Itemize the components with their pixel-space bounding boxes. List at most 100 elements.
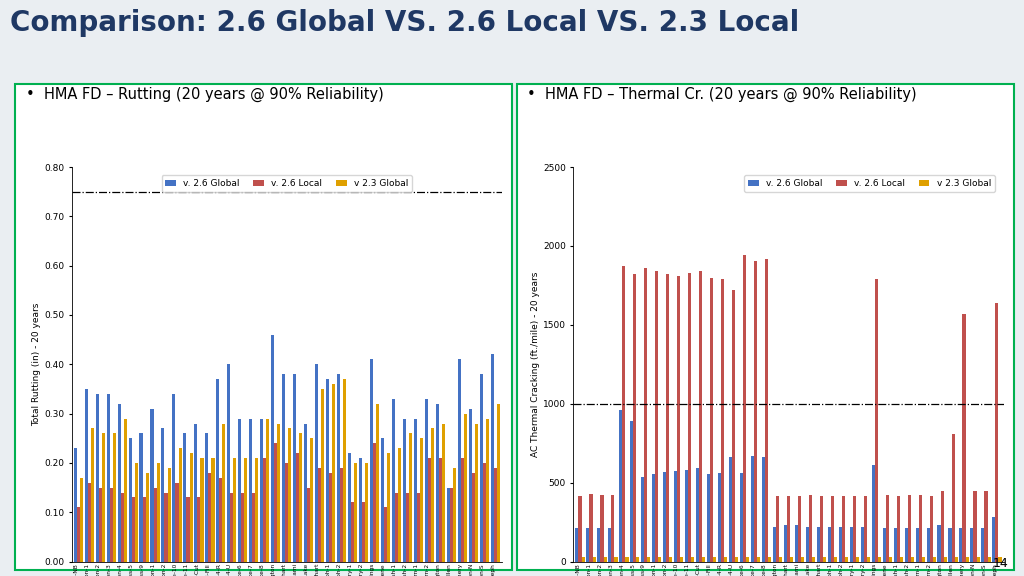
Bar (260, 419, 263, 562)
Bar (897, 496, 900, 562)
Bar (329, 473, 332, 562)
Bar (479, 374, 482, 562)
Bar (98, 488, 101, 562)
Bar (883, 528, 886, 562)
Bar (358, 458, 361, 562)
Bar (431, 429, 434, 562)
Bar (878, 557, 881, 562)
Bar (186, 498, 189, 562)
Bar (442, 423, 444, 562)
Bar (951, 434, 954, 562)
Bar (118, 404, 121, 562)
Bar (966, 557, 969, 562)
Bar (242, 492, 245, 562)
Bar (406, 492, 409, 562)
Bar (922, 557, 925, 562)
Bar (863, 496, 866, 562)
Text: 14: 14 (993, 557, 1009, 570)
Bar (230, 492, 233, 562)
Bar (263, 458, 266, 562)
Bar (453, 468, 456, 562)
Bar (222, 423, 225, 562)
Bar (919, 495, 922, 562)
Bar (587, 528, 590, 562)
Bar (458, 359, 461, 562)
Bar (80, 478, 83, 562)
Bar (633, 274, 637, 562)
Bar (856, 557, 859, 562)
Bar (853, 496, 856, 562)
Bar (944, 557, 946, 562)
Bar (135, 463, 137, 562)
Bar (696, 468, 699, 562)
Bar (620, 410, 623, 562)
Bar (370, 359, 373, 562)
Bar (425, 399, 428, 562)
Bar (438, 458, 442, 562)
Bar (977, 557, 980, 562)
Bar (691, 557, 694, 562)
Bar (211, 458, 214, 562)
Bar (889, 557, 892, 562)
Bar (590, 494, 593, 562)
Bar (417, 492, 420, 562)
Bar (707, 474, 711, 562)
Bar (113, 433, 116, 562)
Bar (762, 457, 765, 562)
Bar (631, 421, 633, 562)
Bar (674, 471, 677, 562)
Bar (779, 557, 782, 562)
Bar (165, 492, 168, 562)
Text: Comparison: 2.6 Global VS. 2.6 Local VS. 2.3 Local: Comparison: 2.6 Global VS. 2.6 Local VS.… (10, 9, 800, 37)
Bar (435, 404, 438, 562)
Bar (655, 271, 658, 562)
Bar (641, 477, 644, 562)
Bar (930, 496, 933, 562)
Bar (963, 314, 966, 562)
Bar (304, 423, 307, 562)
Bar (611, 495, 614, 562)
Bar (461, 458, 464, 562)
Bar (754, 261, 757, 562)
Bar (839, 527, 842, 562)
Text: •  HMA FD – Thermal Cr. (20 years @ 90% Reliability): • HMA FD – Thermal Cr. (20 years @ 90% R… (527, 86, 916, 101)
Bar (293, 374, 296, 562)
Bar (145, 473, 148, 562)
Bar (428, 458, 431, 562)
Bar (189, 453, 193, 562)
Text: •  HMA FD – Rutting (20 years @ 90% Reliability): • HMA FD – Rutting (20 years @ 90% Relia… (26, 86, 383, 101)
Bar (296, 453, 299, 562)
Bar (326, 379, 329, 562)
Bar (198, 498, 201, 562)
Bar (721, 279, 724, 562)
Bar (801, 557, 804, 562)
Bar (933, 557, 936, 562)
Bar (282, 374, 285, 562)
Bar (384, 507, 387, 562)
Bar (139, 433, 142, 562)
Bar (322, 389, 325, 562)
Bar (699, 271, 702, 562)
Bar (450, 488, 453, 562)
Bar (274, 444, 278, 562)
Bar (743, 255, 746, 562)
Bar (249, 419, 252, 562)
Bar (765, 259, 768, 562)
Bar (812, 557, 815, 562)
Bar (233, 458, 237, 562)
Bar (623, 267, 626, 562)
Bar (121, 492, 124, 562)
Bar (332, 384, 335, 562)
Bar (834, 557, 837, 562)
Bar (239, 419, 242, 562)
Bar (315, 365, 318, 562)
Y-axis label: AC Thermal Cracking (ft./mile) - 20 years: AC Thermal Cracking (ft./mile) - 20 year… (531, 272, 540, 457)
Bar (365, 463, 368, 562)
Bar (850, 527, 853, 562)
Bar (354, 463, 357, 562)
Bar (915, 528, 919, 562)
Bar (472, 473, 475, 562)
Bar (278, 423, 281, 562)
Bar (845, 557, 848, 562)
Bar (647, 557, 650, 562)
